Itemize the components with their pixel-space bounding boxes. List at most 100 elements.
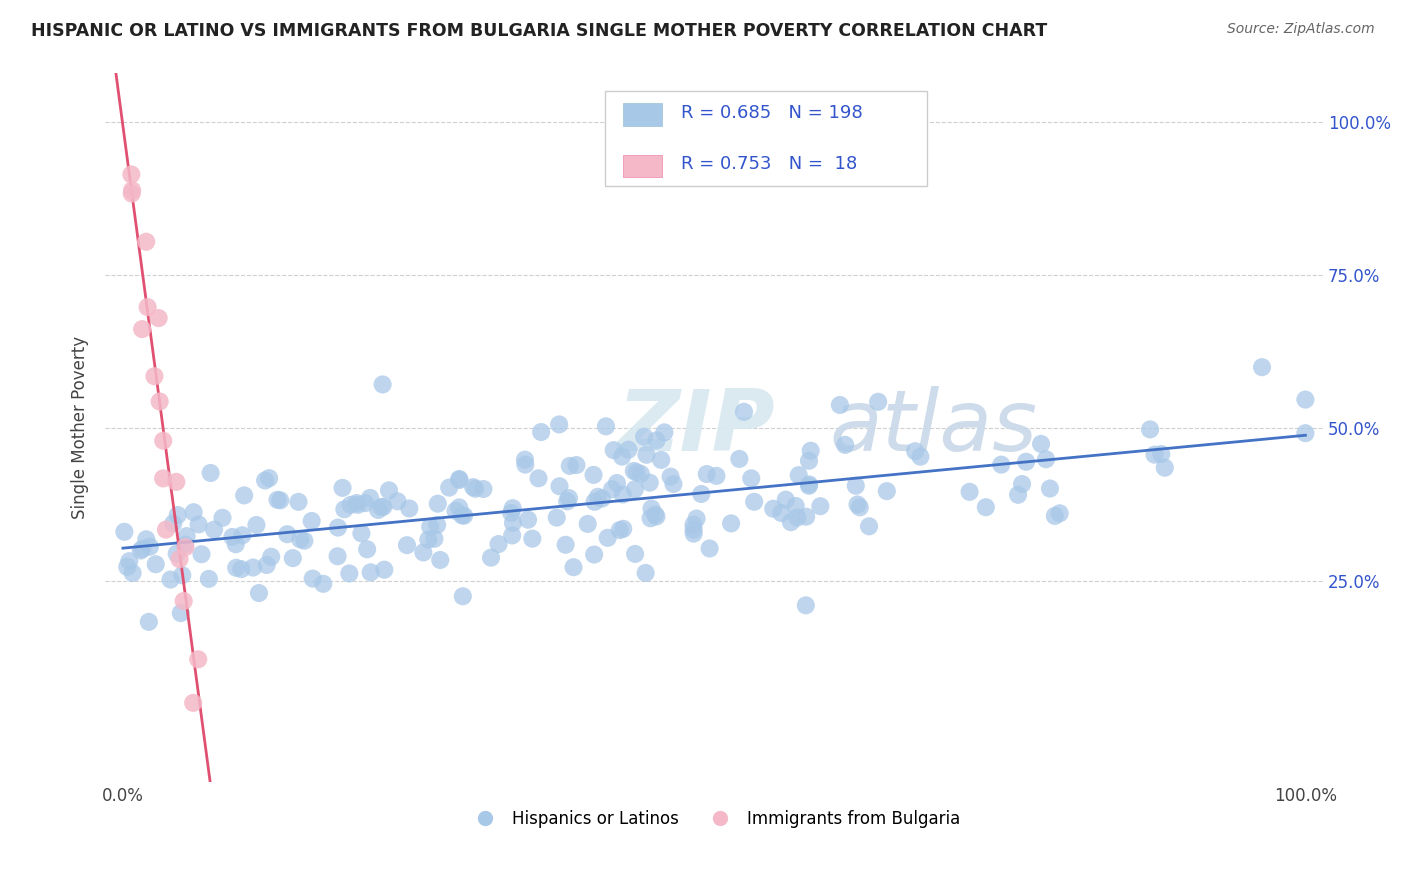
Point — [200, 466, 222, 480]
Point — [591, 491, 613, 506]
Point — [488, 537, 510, 551]
Point — [135, 235, 157, 249]
Point — [190, 547, 212, 561]
Point — [129, 543, 152, 558]
Point — [269, 493, 291, 508]
Point — [630, 467, 652, 481]
Point — [530, 425, 553, 439]
Point — [121, 183, 143, 197]
Point — [682, 526, 704, 541]
Point — [846, 498, 869, 512]
Point — [419, 520, 441, 534]
Point — [612, 487, 634, 501]
Point — [143, 369, 166, 384]
Point — [517, 513, 540, 527]
Point — [453, 508, 475, 523]
Point — [211, 510, 233, 524]
Point — [904, 444, 927, 458]
Point — [794, 509, 817, 524]
Point — [699, 541, 721, 556]
Point — [558, 458, 581, 473]
Point — [354, 496, 377, 510]
Point — [794, 599, 817, 613]
Point — [260, 549, 283, 564]
Point — [138, 615, 160, 629]
Point — [650, 453, 672, 467]
Point — [245, 518, 267, 533]
Point — [1143, 448, 1166, 462]
Point — [281, 551, 304, 566]
Point — [221, 530, 243, 544]
Text: R = 0.753   N =  18: R = 0.753 N = 18 — [682, 155, 858, 173]
Point — [301, 514, 323, 528]
Point — [515, 458, 537, 472]
Text: ZIP: ZIP — [617, 386, 775, 469]
Point — [602, 443, 624, 458]
Point — [170, 606, 193, 620]
Point — [412, 545, 434, 559]
Point — [449, 472, 471, 486]
Point — [1139, 422, 1161, 436]
Point — [624, 547, 647, 561]
Point — [326, 520, 349, 534]
Point — [522, 532, 544, 546]
Point — [583, 495, 606, 509]
Point — [638, 475, 661, 490]
Point — [449, 500, 471, 515]
Point — [120, 168, 142, 182]
Point — [596, 531, 619, 545]
Point — [169, 552, 191, 566]
Point — [136, 300, 159, 314]
Point — [121, 566, 143, 580]
Point — [117, 559, 139, 574]
Point — [233, 488, 256, 502]
Point — [257, 471, 280, 485]
Point — [373, 500, 395, 514]
Point — [706, 468, 728, 483]
Point — [785, 499, 807, 513]
Point — [367, 503, 389, 517]
Point — [576, 516, 599, 531]
Point — [464, 482, 486, 496]
Point — [247, 586, 270, 600]
Point — [633, 430, 655, 444]
Point — [501, 528, 523, 542]
Point — [312, 576, 335, 591]
Point — [202, 523, 225, 537]
Point — [162, 516, 184, 531]
Point — [696, 467, 718, 481]
Point — [1011, 477, 1033, 491]
Point — [121, 186, 143, 201]
Point — [159, 573, 181, 587]
Point — [502, 501, 524, 516]
Point — [183, 505, 205, 519]
Point — [148, 311, 170, 326]
Point — [118, 554, 141, 568]
Point — [395, 538, 418, 552]
Point — [166, 508, 188, 522]
Point — [472, 482, 495, 496]
Point — [527, 471, 550, 485]
Point — [501, 506, 523, 520]
Point — [609, 523, 631, 537]
FancyBboxPatch shape — [623, 154, 662, 178]
Point — [834, 438, 856, 452]
Point — [225, 561, 247, 575]
Point — [139, 540, 162, 554]
Point — [586, 490, 609, 504]
Point — [242, 560, 264, 574]
Point — [583, 548, 606, 562]
Point — [770, 506, 793, 520]
Point — [479, 550, 502, 565]
Point — [685, 511, 707, 525]
Point — [513, 452, 536, 467]
Point — [849, 500, 872, 515]
Point — [266, 492, 288, 507]
Point — [360, 566, 382, 580]
Point — [181, 696, 204, 710]
Point — [347, 498, 370, 512]
Point — [974, 500, 997, 515]
Point — [800, 443, 823, 458]
Point — [135, 533, 157, 547]
Point — [600, 483, 623, 497]
